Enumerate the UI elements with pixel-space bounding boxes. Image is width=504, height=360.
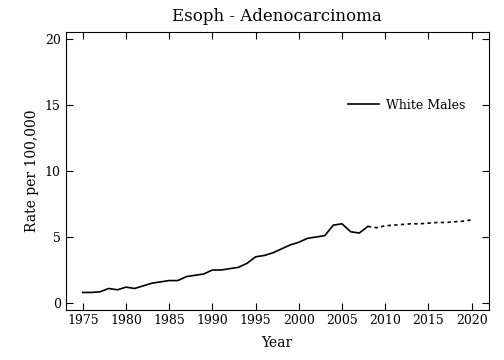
Y-axis label: Rate per 100,000: Rate per 100,000 xyxy=(25,110,39,232)
Title: Esoph - Adenocarcinoma: Esoph - Adenocarcinoma xyxy=(172,8,382,25)
X-axis label: Year: Year xyxy=(262,336,293,350)
Legend: White Males: White Males xyxy=(343,94,470,117)
